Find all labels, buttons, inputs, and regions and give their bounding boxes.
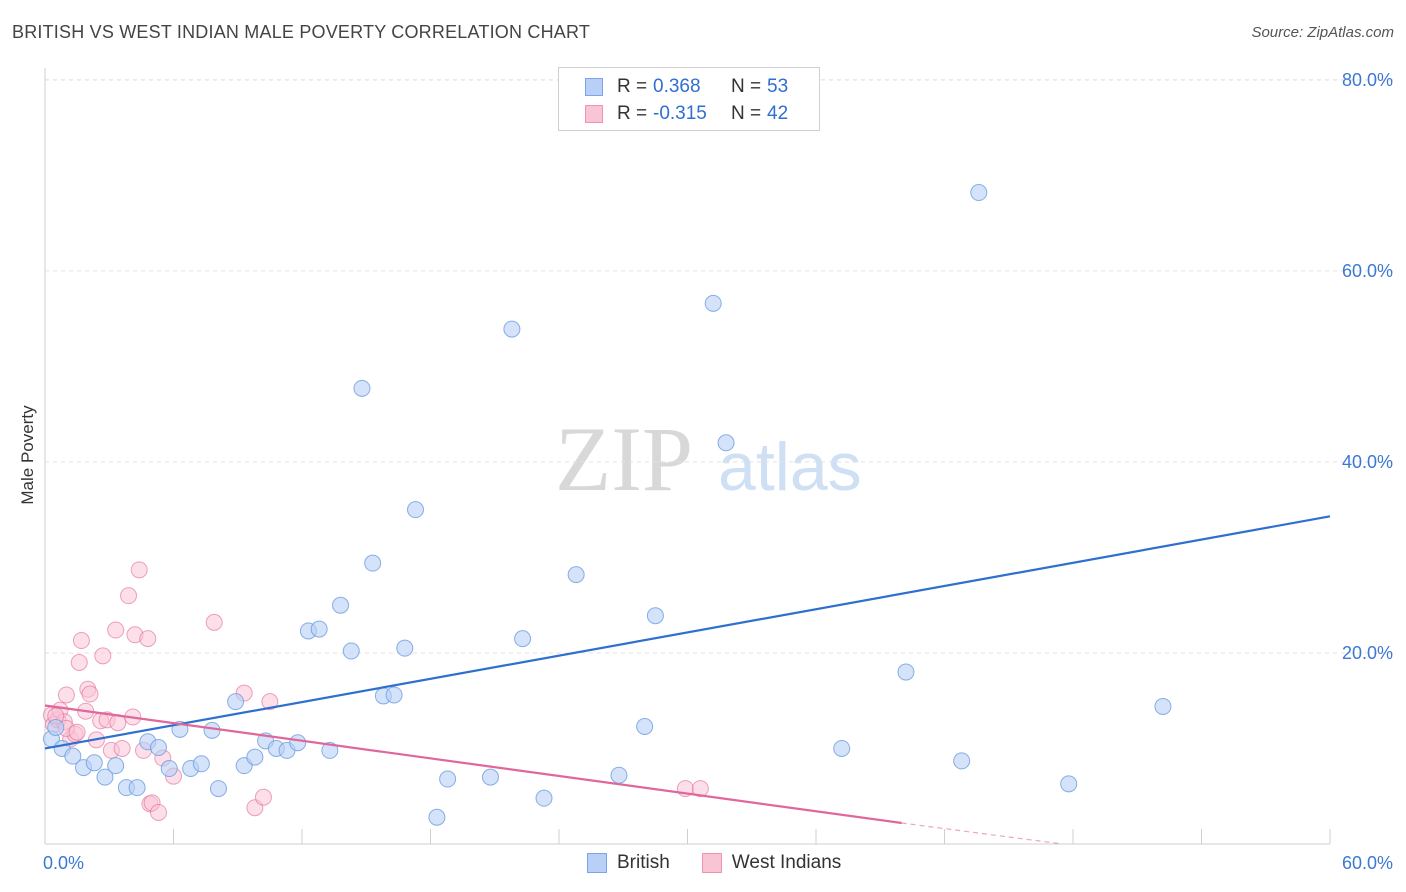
r-label: R = — [617, 103, 648, 124]
tick-labels: 20.0% 40.0% 60.0% 80.0% 0.0% 60.0% — [43, 70, 1393, 873]
chart-title: BRITISH VS WEST INDIAN MALE POVERTY CORR… — [12, 22, 591, 42]
n-label: N = — [731, 103, 762, 124]
british-point — [160, 760, 178, 778]
british-point — [481, 768, 499, 786]
british-point — [192, 755, 210, 773]
british-point — [567, 566, 585, 584]
british-point — [321, 741, 339, 759]
british-point — [717, 434, 735, 452]
y-tick-label: 80.0% — [1342, 70, 1393, 90]
west-indians-point — [139, 630, 157, 648]
n-value: 53 — [767, 76, 789, 97]
british-point — [1060, 775, 1078, 793]
y-tick-label: 60.0% — [1342, 261, 1393, 281]
british-point — [364, 554, 382, 572]
r-value: 0.368 — [653, 76, 701, 97]
british-swatch — [585, 78, 603, 96]
west-indians-point — [94, 647, 112, 665]
british-point — [107, 757, 125, 775]
legend-label: West Indians — [731, 852, 842, 873]
british-point — [203, 721, 221, 739]
west-indians-point — [57, 686, 75, 704]
west-indians-point — [130, 561, 148, 579]
source-label: Source: ZipAtlas.com — [1251, 24, 1394, 41]
british-point — [332, 596, 350, 614]
british-point — [1154, 697, 1172, 715]
west-indians-point — [81, 685, 99, 703]
watermark: ZIP atlas — [555, 408, 862, 510]
west-indians-point — [261, 693, 279, 711]
west-indians-point — [70, 654, 88, 672]
british-point — [289, 734, 307, 752]
british-point — [439, 770, 457, 788]
british-point — [535, 789, 553, 807]
axes — [44, 68, 1331, 845]
r-label: R = — [617, 76, 648, 97]
british-point — [47, 718, 65, 736]
british-point — [514, 630, 532, 648]
y-tick-label: 40.0% — [1342, 452, 1393, 472]
west-indians-point — [254, 788, 272, 806]
west-indians-swatch — [585, 105, 603, 123]
legend-item-west-indians[interactable]: West Indians — [701, 852, 842, 874]
west-indians-point — [150, 803, 168, 821]
british-point — [610, 766, 628, 784]
british-point — [85, 754, 103, 772]
british-point — [503, 320, 521, 338]
british-point — [385, 686, 403, 704]
x-tick-label: 60.0% — [1342, 853, 1393, 873]
british-point — [428, 808, 446, 826]
west-indians-point — [691, 780, 709, 798]
grid — [45, 79, 1395, 654]
british-point — [246, 748, 264, 766]
n-value: 42 — [767, 103, 789, 124]
british-point — [396, 639, 414, 657]
british-point — [342, 642, 360, 660]
british-swatch — [587, 853, 607, 873]
legend-label: British — [617, 852, 670, 873]
british-trend-line — [44, 515, 1331, 750]
legend-row-west-indians: R = -0.315 N = 42 — [585, 102, 788, 126]
y-tick-label: 20.0% — [1342, 643, 1393, 663]
british-point — [150, 739, 168, 757]
british-point — [128, 779, 146, 797]
west-indians-point — [68, 723, 86, 741]
west-indians-point — [72, 632, 90, 650]
legend-item-british[interactable]: British — [587, 852, 670, 874]
british-point — [833, 739, 851, 757]
british-point — [209, 780, 227, 798]
west-indians-swatch — [701, 853, 722, 873]
trend-lines — [44, 515, 1331, 845]
british-point — [96, 768, 114, 786]
british-point — [704, 294, 722, 312]
correlation-legend: R = 0.368 N = 53 R = -0.315 N = 42 — [558, 67, 820, 131]
west-indians-point — [205, 613, 223, 631]
british-point — [646, 607, 664, 625]
british-point — [897, 663, 915, 681]
west-indians-point — [113, 739, 131, 757]
british-point — [64, 747, 82, 765]
n-label: N = — [731, 76, 762, 97]
british-point — [953, 752, 971, 770]
legend-row-british: R = 0.368 N = 53 — [585, 75, 788, 99]
west-indians-trend-line — [44, 704, 902, 825]
watermark-atlas: atlas — [718, 429, 862, 505]
west-indians-point — [107, 621, 125, 639]
british-point — [353, 379, 371, 397]
r-value: -0.315 — [653, 103, 707, 124]
west-indians-point — [120, 587, 138, 605]
british-point — [636, 718, 654, 736]
british-point — [407, 501, 425, 519]
british-point — [227, 693, 245, 711]
series-legend: British West Indians — [587, 852, 873, 874]
british-point — [310, 620, 328, 638]
x-tick-label: 0.0% — [43, 853, 84, 873]
west-indians-trend-extension — [901, 822, 1063, 845]
watermark-zip: ZIP — [555, 408, 693, 510]
british-point — [970, 184, 988, 202]
